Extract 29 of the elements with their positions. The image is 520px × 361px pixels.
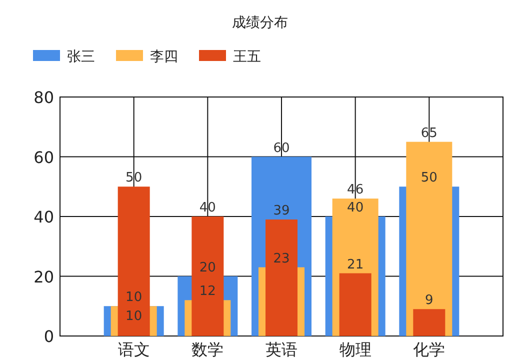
data-label: 12 <box>199 284 216 300</box>
y-tick-label: 60 <box>34 148 54 167</box>
legend-label: 王五 <box>233 49 261 65</box>
data-label: 21 <box>347 257 364 272</box>
data-label: 10 <box>126 290 142 306</box>
chart-title: 成绩分布 <box>232 15 288 31</box>
legend-label: 李四 <box>150 49 178 65</box>
x-tick-label: 英语 <box>266 340 298 359</box>
y-tick-label: 40 <box>34 208 54 226</box>
y-tick-label: 20 <box>34 267 54 286</box>
data-label: 40 <box>347 200 364 216</box>
bar <box>413 309 446 336</box>
bar <box>118 186 150 336</box>
legend-label: 张三 <box>67 49 95 65</box>
y-tick-label: 0 <box>44 327 54 346</box>
x-tick-label: 数学 <box>192 340 224 359</box>
x-tick-label: 化学 <box>413 340 446 359</box>
x-tick-label: 物理 <box>339 340 372 359</box>
bar <box>192 216 224 336</box>
bar <box>266 219 298 336</box>
bar <box>339 273 372 336</box>
data-label: 50 <box>420 170 438 186</box>
y-tick-label: 80 <box>34 88 54 107</box>
x-tick-label: 语文 <box>118 340 150 359</box>
data-label: 10 <box>126 309 142 324</box>
data-label: 9 <box>425 293 434 308</box>
data-label: 23 <box>273 251 290 266</box>
data-label: 39 <box>273 203 290 218</box>
data-label: 20 <box>199 260 216 276</box>
